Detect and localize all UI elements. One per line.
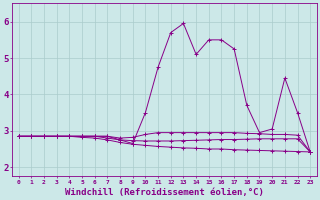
X-axis label: Windchill (Refroidissement éolien,°C): Windchill (Refroidissement éolien,°C)	[65, 188, 264, 197]
